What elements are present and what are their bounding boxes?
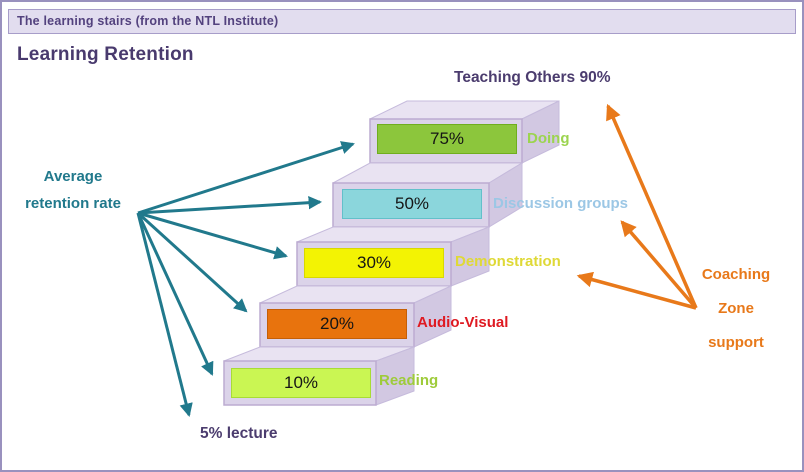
arrow-line — [136, 212, 214, 376]
average-retention-line2: retention rate — [25, 195, 121, 212]
coaching-zone-line3: support — [708, 334, 764, 351]
step-label-audio-visual: Audio-Visual — [417, 314, 509, 331]
step-percent-box: 20% — [267, 309, 407, 339]
arrow-line — [620, 220, 698, 310]
arrow-line — [576, 271, 697, 310]
coaching-zone-line1: Coaching — [701, 266, 771, 283]
step-percent-box: 30% — [304, 248, 444, 278]
average-retention-note: Average retention rate — [5, 163, 141, 217]
arrow-line — [137, 141, 355, 215]
step-percent-box: 50% — [342, 189, 482, 219]
arrow-line — [606, 103, 698, 309]
arrow-line — [136, 212, 193, 417]
coaching-zone-line2: Zone — [718, 300, 754, 317]
step-percent-box: 75% — [377, 124, 517, 154]
slide-title-bar: The learning stairs (from the NTL Instit… — [8, 9, 796, 34]
step-label-reading: Reading — [379, 372, 439, 389]
retention-arrows — [136, 141, 355, 417]
teaching-others-note: Teaching Others 90% — [454, 69, 611, 86]
average-retention-line1: Average — [43, 168, 103, 185]
step-label-doing: Doing — [527, 130, 570, 147]
page-title: Learning Retention — [17, 44, 194, 65]
arrow-line — [137, 211, 288, 260]
coaching-arrows — [576, 103, 698, 310]
coaching-zone-note: Coaching Zone support — [688, 258, 784, 360]
lecture-note: 5% lecture — [200, 425, 278, 442]
step-label-discussion-groups: Discussion groups — [493, 195, 629, 212]
step-percent-box: 10% — [231, 368, 371, 398]
step-label-demonstration: Demonstration — [455, 253, 561, 270]
arrow-line — [137, 195, 323, 215]
arrow-line — [136, 211, 248, 313]
